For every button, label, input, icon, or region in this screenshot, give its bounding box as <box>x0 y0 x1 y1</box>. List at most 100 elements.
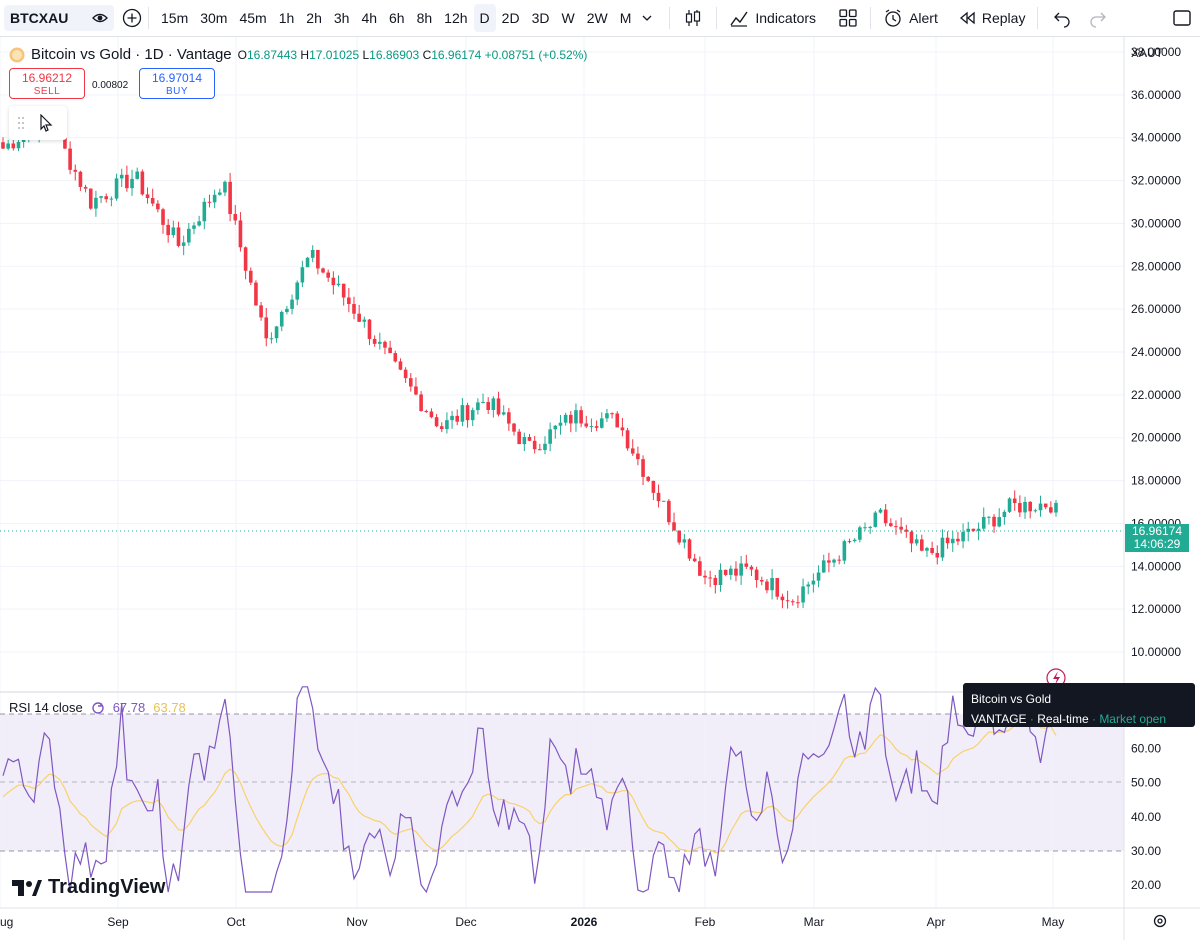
candle-body <box>248 270 253 283</box>
candle-body <box>290 299 294 309</box>
candle-body <box>512 423 516 432</box>
high-value: 17.01025 <box>309 47 360 62</box>
candle-body <box>558 422 563 426</box>
candle-body <box>852 539 857 542</box>
candle-body <box>790 601 795 603</box>
candle-body <box>883 509 888 524</box>
candle-body <box>156 203 160 210</box>
candle-body <box>104 196 109 200</box>
candle-body <box>729 568 733 575</box>
interval-2d[interactable]: 2D <box>501 10 520 26</box>
candle-body <box>228 181 232 214</box>
candle-body <box>1028 501 1032 512</box>
candles-chart-type-icon[interactable] <box>682 7 704 29</box>
indicators-icon <box>730 11 748 27</box>
candle-body <box>625 430 630 449</box>
interval-d[interactable]: D <box>473 4 496 32</box>
candle-body <box>641 459 645 477</box>
currency-label[interactable]: XAUT <box>1131 46 1163 60</box>
candle-body <box>187 228 191 243</box>
candle-body <box>429 411 434 418</box>
buy-button[interactable]: 16.97014 BUY <box>139 68 215 99</box>
candle-body <box>238 220 243 248</box>
price-tick-label: 22.00000 <box>1131 388 1181 402</box>
candle-body <box>930 547 934 553</box>
candle-body <box>532 440 537 450</box>
undo-icon[interactable] <box>1052 8 1072 28</box>
candle-body <box>16 142 21 149</box>
candle-body <box>589 426 594 428</box>
candle-body <box>935 552 940 558</box>
interval-3h[interactable]: 3h <box>333 10 350 26</box>
settings-gear-icon[interactable] <box>1153 914 1167 928</box>
rsi-ma-line <box>2 718 1057 854</box>
rsi-axis[interactable]: 60.00 50.00 40.00 30.00 20.00 <box>1131 741 1161 892</box>
interval-w[interactable]: W <box>561 10 575 26</box>
chevron-down-icon[interactable] <box>639 10 655 26</box>
floating-toolbar[interactable] <box>9 106 67 140</box>
candle-body <box>842 541 847 561</box>
divider <box>716 7 718 29</box>
time-axis[interactable]: ug Sep Oct Nov Dec 2026 Feb Mar Apr May <box>0 915 1064 929</box>
rsi-label[interactable]: RSI 14 close <box>9 700 83 715</box>
candle-body <box>847 541 852 543</box>
candle-body <box>827 560 831 563</box>
drag-handle-icon[interactable] <box>17 116 25 130</box>
layouts-icon[interactable] <box>838 8 858 28</box>
interval-15m[interactable]: 15m <box>161 10 189 26</box>
candle-body <box>821 560 826 573</box>
candle-body <box>522 437 527 445</box>
interval-3d[interactable]: 3D <box>531 10 550 26</box>
interval-12h[interactable]: 12h <box>444 10 468 26</box>
chart-title[interactable]: Bitcoin vs Gold · 1D · Vantage <box>31 46 232 63</box>
sell-label: SELL <box>33 86 61 97</box>
sell-button[interactable]: 16.96212 SELL <box>9 68 85 99</box>
price-chart[interactable]: 38.00000 36.00000 34.00000 32.00000 30.00000… <box>0 37 1200 940</box>
interval-30m[interactable]: 30m <box>200 10 228 26</box>
tradingview-logo[interactable]: TradingView <box>12 876 165 899</box>
candle-body <box>114 178 119 199</box>
symbol-search[interactable]: BTCXAU <box>4 5 114 31</box>
candle-body <box>677 530 681 543</box>
compare-add-icon[interactable] <box>122 8 142 28</box>
time-tick-label: ug <box>0 915 13 929</box>
indicators-label: Indicators <box>755 10 817 26</box>
price-tick-label: 32.00000 <box>1131 174 1181 188</box>
candle-body <box>243 247 248 271</box>
interval-m[interactable]: M <box>619 10 632 26</box>
candle-body <box>971 528 976 531</box>
interval-1h[interactable]: 1h <box>278 10 295 26</box>
candle-body <box>83 186 88 189</box>
candle-body <box>476 402 480 411</box>
interval-8h[interactable]: 8h <box>416 10 433 26</box>
alert-button[interactable]: Alert <box>877 4 944 32</box>
candle-body <box>630 448 635 454</box>
indicators-button[interactable]: Indicators <box>723 4 822 32</box>
chart-area[interactable]: 38.00000 36.00000 34.00000 32.00000 30.00000… <box>0 37 1200 940</box>
interval-2w[interactable]: 2W <box>586 10 608 26</box>
redo-icon[interactable] <box>1088 8 1108 28</box>
rsi-tick-label: 40.00 <box>1131 810 1161 824</box>
candle-body <box>1002 511 1007 518</box>
candle-body <box>388 347 392 354</box>
interval-6h[interactable]: 6h <box>389 10 405 26</box>
tooltip-mode: Real-time <box>1037 712 1089 726</box>
candle-body <box>1038 503 1043 511</box>
interval-4h[interactable]: 4h <box>361 10 378 26</box>
refresh-icon[interactable] <box>91 701 105 715</box>
fullscreen-icon[interactable] <box>1172 8 1192 28</box>
candle-body <box>904 529 909 532</box>
candle-body <box>119 174 124 179</box>
candle-body <box>491 398 496 410</box>
interval-2h[interactable]: 2h <box>306 10 322 26</box>
cursor-icon[interactable] <box>39 114 53 132</box>
candle-body <box>517 431 521 445</box>
candle-body <box>961 531 965 542</box>
interval-45m[interactable]: 45m <box>239 10 267 26</box>
price-axis[interactable]: 38.00000 36.00000 34.00000 32.00000 30.00000… <box>1131 45 1181 659</box>
replay-button[interactable]: Replay <box>952 4 1032 32</box>
candle-body <box>408 378 413 387</box>
candle-body <box>945 537 950 544</box>
candle-body <box>868 526 872 528</box>
candle-body <box>6 143 10 149</box>
